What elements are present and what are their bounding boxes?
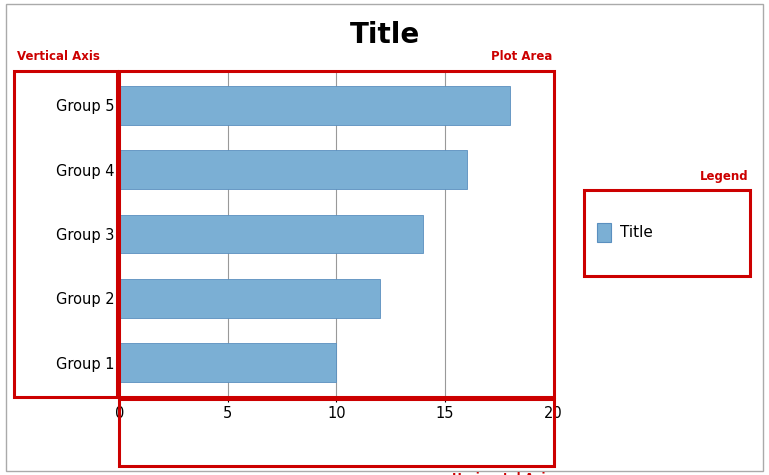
Text: Vertical Axis: Vertical Axis	[17, 50, 100, 63]
Bar	[119, 343, 337, 382]
Bar	[119, 151, 467, 189]
Text: Title: Title	[620, 225, 653, 240]
Bar	[119, 215, 423, 253]
Text: Horizontal Axis: Horizontal Axis	[451, 472, 552, 475]
Text: Legend: Legend	[700, 170, 748, 183]
Text: Plot Area: Plot Area	[491, 50, 552, 63]
Text: Title: Title	[349, 21, 420, 49]
Bar	[119, 86, 510, 124]
Bar	[119, 279, 380, 317]
